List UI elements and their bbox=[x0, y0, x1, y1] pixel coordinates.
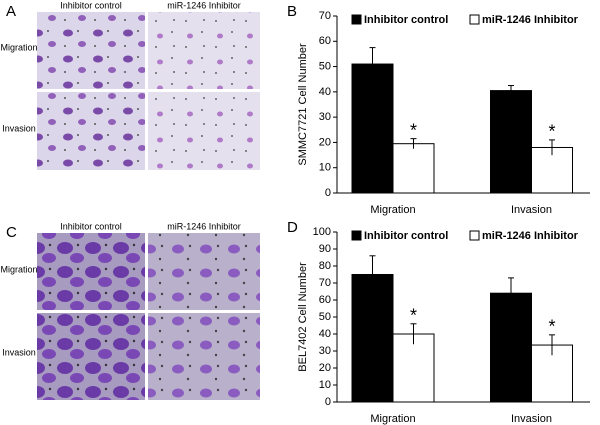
legend-swatch bbox=[469, 230, 480, 241]
legend-label: Inhibitor control bbox=[364, 14, 448, 26]
bar bbox=[531, 146, 573, 194]
y-tick-label: 60 bbox=[319, 35, 331, 47]
legend-swatch bbox=[351, 14, 362, 25]
y-tick-label: 10 bbox=[319, 379, 331, 391]
column-label: miR-1246 Inhibitor bbox=[167, 221, 241, 231]
y-tick-label: 20 bbox=[319, 362, 331, 374]
y-tick-label: 30 bbox=[319, 111, 331, 123]
bar bbox=[490, 90, 532, 194]
y-tick-label: 100 bbox=[313, 226, 331, 238]
x-tick-label: Invasion bbox=[511, 204, 552, 216]
micrograph bbox=[37, 233, 145, 310]
y-tick-label: 90 bbox=[319, 243, 331, 255]
bar bbox=[392, 333, 435, 403]
micrograph bbox=[148, 92, 260, 170]
panel-label: C bbox=[6, 224, 17, 241]
significance-marker: * bbox=[548, 122, 555, 142]
y-tick-label: 40 bbox=[319, 328, 331, 340]
x-tick-label: Migration bbox=[370, 413, 415, 425]
significance-marker: * bbox=[410, 306, 417, 326]
bar bbox=[490, 292, 532, 403]
legend-label: miR-1246 Inhibitor bbox=[482, 14, 579, 26]
significance-marker: * bbox=[410, 120, 417, 140]
row-label: Migration bbox=[0, 264, 37, 274]
bar bbox=[392, 143, 435, 194]
y-tick-label: 70 bbox=[319, 10, 331, 22]
x-tick-label: Invasion bbox=[511, 413, 552, 425]
y-tick-label: 80 bbox=[319, 260, 331, 272]
column-label: Inhibitor control bbox=[60, 221, 122, 231]
y-tick-label: 50 bbox=[319, 311, 331, 323]
y-tick-label: 40 bbox=[319, 86, 331, 98]
significance-marker: * bbox=[548, 317, 555, 337]
column-label: miR-1246 Inhibitor bbox=[167, 0, 241, 10]
row-label: Invasion bbox=[2, 347, 36, 357]
row-label: Migration bbox=[0, 42, 37, 52]
bar bbox=[351, 274, 394, 403]
legend-label: miR-1246 Inhibitor bbox=[482, 230, 579, 242]
micrograph bbox=[37, 313, 145, 400]
row-label: Invasion bbox=[2, 123, 36, 133]
x-tick-label: Migration bbox=[370, 204, 415, 216]
micrographs bbox=[37, 12, 260, 400]
bar bbox=[351, 63, 394, 194]
y-axis-label: SMMC7721 Cell Number bbox=[297, 43, 309, 166]
y-tick-label: 70 bbox=[319, 277, 331, 289]
y-tick-label: 20 bbox=[319, 136, 331, 148]
y-tick-label: 60 bbox=[319, 294, 331, 306]
panel-label: D bbox=[287, 219, 298, 236]
micrograph bbox=[37, 92, 145, 170]
y-tick-label: 50 bbox=[319, 60, 331, 72]
y-tick-label: 30 bbox=[319, 345, 331, 357]
legend-swatch bbox=[351, 230, 362, 241]
legend-swatch bbox=[469, 14, 480, 25]
y-tick-label: 0 bbox=[325, 187, 331, 199]
column-label: Inhibitor control bbox=[60, 0, 122, 10]
panel-label: B bbox=[287, 3, 297, 20]
y-tick-label: 0 bbox=[325, 396, 331, 408]
panel-label: A bbox=[6, 3, 16, 20]
micrograph bbox=[148, 233, 260, 310]
micrograph bbox=[37, 12, 145, 89]
micrograph bbox=[148, 12, 260, 89]
y-axis-label: BEL7402 Cell Number bbox=[297, 262, 309, 372]
micrograph bbox=[148, 313, 260, 400]
legend-label: Inhibitor control bbox=[364, 230, 448, 242]
y-tick-label: 10 bbox=[319, 162, 331, 174]
